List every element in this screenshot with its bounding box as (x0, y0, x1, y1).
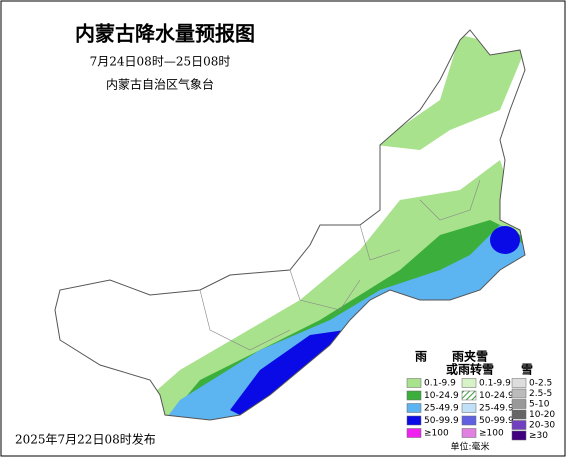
issuer: 内蒙古自治区气象台 (106, 77, 214, 92)
legend-swatch (461, 428, 477, 438)
boundary (54, 29, 526, 421)
legend-label: ≥30 (529, 431, 548, 441)
mixed-title: 或雨转雪 (446, 362, 494, 377)
legend-swatch (406, 378, 422, 388)
legend-label: 10-24.9 (424, 391, 459, 401)
snow-title: 雪 (521, 363, 533, 377)
legend-label: 25-49.9 (479, 404, 514, 414)
legend-swatch (511, 420, 527, 430)
legend-swatch (461, 403, 477, 413)
legend-swatch (511, 409, 527, 420)
title: 内蒙古降水量预报图 (75, 22, 255, 46)
legend-label: 50-99.9 (424, 416, 459, 426)
legend-label: 10-20 (529, 410, 555, 420)
legend-label: ≥100 (424, 429, 449, 439)
legend-swatch (511, 388, 527, 399)
legend-swatch (406, 403, 422, 413)
legend-swatch (406, 415, 422, 426)
legend-swatch (511, 399, 527, 409)
legend-label: 50-99.9 (479, 416, 514, 426)
legend-label: 25-49.9 (424, 404, 459, 414)
legend-bg (405, 340, 560, 452)
unit: 单位:毫米 (450, 441, 489, 453)
legend-swatch (406, 390, 422, 401)
period: 7月24日08时—25日08时 (90, 55, 231, 69)
legend-swatch (406, 428, 422, 438)
legend-swatch (511, 378, 527, 388)
legend-label: 0.1-9.9 (424, 379, 456, 389)
legend-label: 20-30 (529, 421, 555, 431)
mixed-title: 雨夹雪 (452, 349, 488, 364)
legend-label: 0-2.5 (529, 379, 552, 389)
league-borders (199, 179, 481, 351)
legend-swatch (461, 415, 477, 426)
legend-label: 10-24.9 (479, 391, 514, 401)
legend-label: ≥100 (479, 429, 504, 439)
legend-label: 2.5-5 (529, 389, 552, 399)
legend-swatch (461, 390, 477, 401)
legend-label: 0.1-9.9 (479, 379, 511, 389)
rain-title: 雨 (415, 350, 427, 364)
issue-date: 2025年7月22日08时发布 (15, 432, 156, 447)
legend-swatch (511, 430, 527, 441)
legend-swatch (461, 378, 477, 388)
legend-label: 5-10 (529, 400, 550, 410)
